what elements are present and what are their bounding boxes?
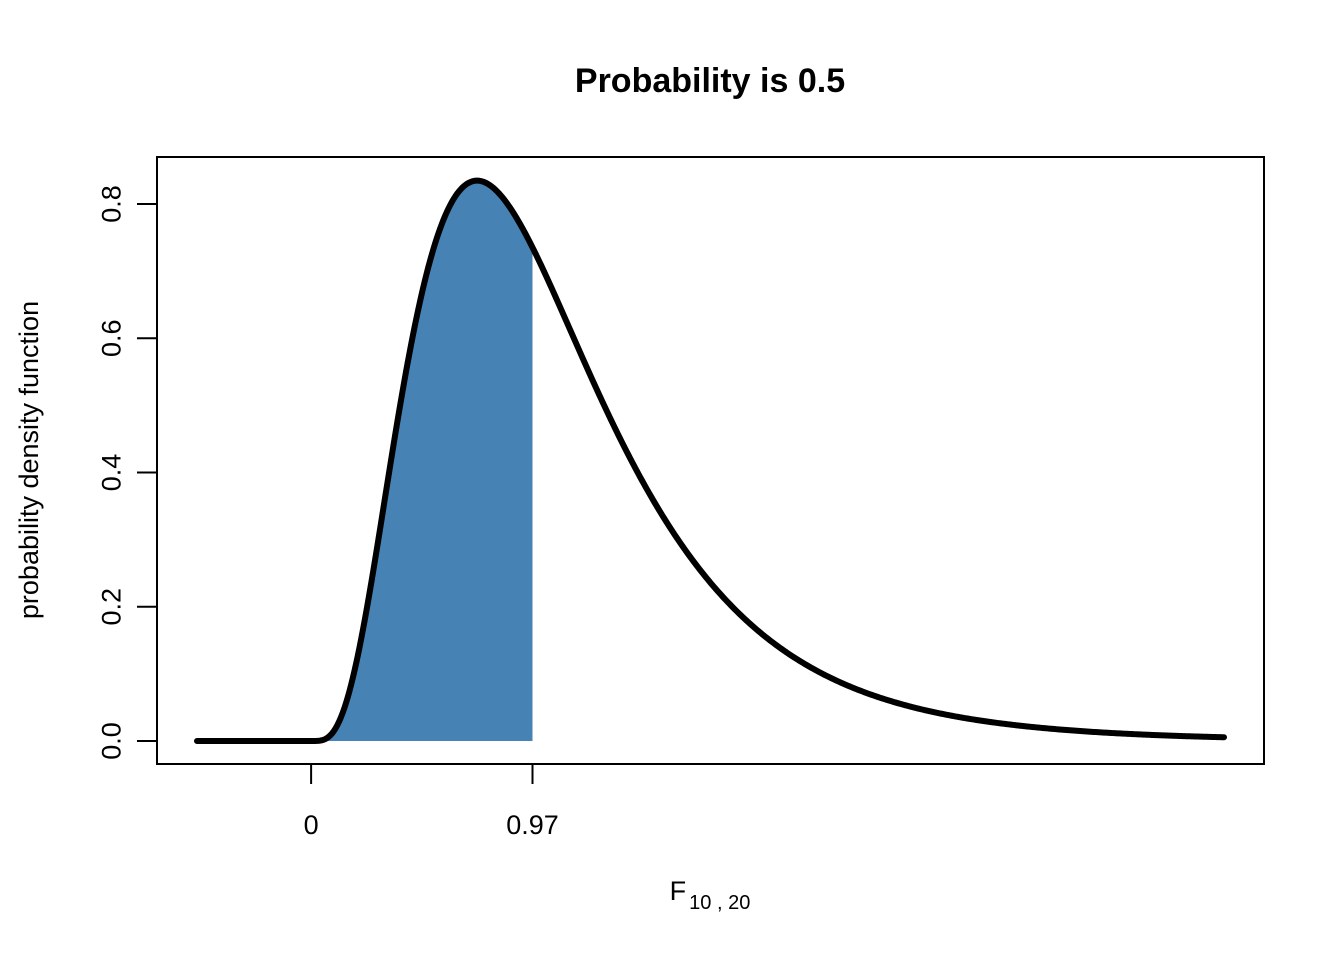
y-axis: 0.0 0.2 0.4 0.6 0.8 [96, 185, 158, 760]
shaded-probability-area [311, 180, 533, 741]
y-tick-label: 0.4 [96, 454, 126, 492]
x-axis-label: F 10 , 20 [670, 876, 751, 914]
x-tick-label: 0.97 [506, 810, 559, 840]
x-tick-label: 0 [304, 810, 319, 840]
y-tick-label: 0.6 [96, 319, 126, 357]
y-tick-label: 0.2 [96, 588, 126, 626]
x-axis-label-subscript: 10 , 20 [689, 892, 750, 914]
x-axis: 0 0.97 [304, 763, 559, 840]
y-tick-label: 0.8 [96, 185, 126, 223]
density-curve [194, 177, 1227, 744]
y-axis-label: probability density function [14, 301, 44, 619]
shaded-area-layer [311, 180, 533, 741]
curve-layer [194, 177, 1227, 744]
x-axis-label-main: F [670, 876, 687, 906]
y-tick-label: 0.0 [96, 722, 126, 760]
chart-title: Probability is 0.5 [575, 62, 845, 100]
